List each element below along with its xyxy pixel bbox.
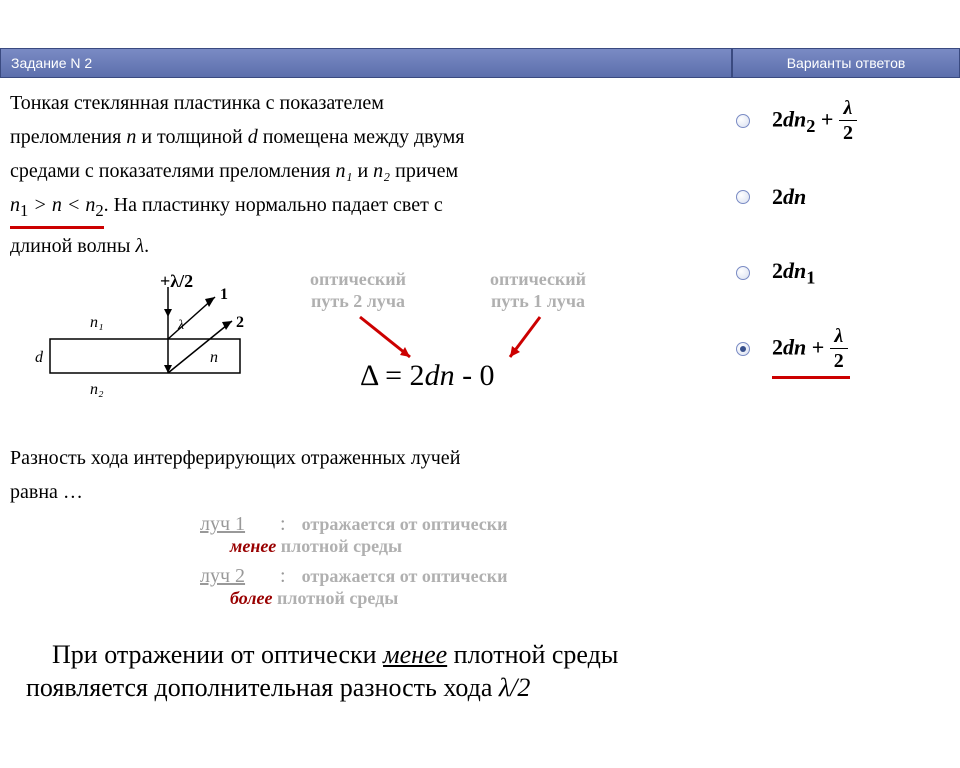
- text: длиной волны: [10, 235, 135, 257]
- text: Разность хода интерферирующих отраженных…: [10, 447, 460, 469]
- num: λ: [844, 97, 853, 119]
- text: +: [815, 106, 839, 131]
- text: +: [806, 334, 830, 359]
- answer-2-formula: 2dn: [772, 186, 806, 208]
- text: отражается от оптически: [302, 566, 508, 586]
- ray-2-row: луч 2: отражается от оптически более пло…: [200, 565, 722, 609]
- ray-2-label: луч 2: [200, 565, 280, 588]
- den: 2: [839, 121, 857, 143]
- delta-symbol: Δ: [360, 359, 378, 392]
- conclusion-text: При отражении от оптически менее плотной…: [0, 621, 960, 704]
- sub: 2: [95, 201, 103, 220]
- answers-title: Варианты ответов: [732, 48, 960, 78]
- problem-statement: Тонкая стеклянная пластинка с показателе…: [10, 86, 722, 263]
- text: плотной среды: [276, 536, 402, 556]
- answer-4-underline: [772, 376, 850, 379]
- answer-option-3[interactable]: 2dn1: [736, 250, 956, 296]
- answer-option-4[interactable]: 2dn + λ2: [736, 326, 956, 372]
- delta-equation: Δ = 2dn - 0: [360, 359, 495, 393]
- text: n: [10, 194, 20, 216]
- svg-text:d: d: [35, 349, 44, 366]
- text: появляется дополнительная разность хода: [26, 673, 499, 702]
- less-word: менее: [383, 640, 447, 669]
- svg-text:n: n: [210, 349, 218, 366]
- text: преломления: [10, 126, 126, 148]
- ray-explanations: луч 1: отражается от оптически менее пло…: [10, 513, 722, 609]
- colon: :: [280, 513, 286, 535]
- radio-icon[interactable]: [736, 266, 750, 280]
- var-d: d: [248, 126, 258, 148]
- text: отражается от оптически: [302, 514, 508, 534]
- text: плотной среды: [447, 640, 618, 669]
- text: - 0: [455, 359, 495, 392]
- text: = 2: [378, 359, 425, 392]
- var-n1: n₁: [336, 160, 353, 182]
- text: . На пластинку нормально падает свет с: [104, 194, 443, 216]
- text: и: [352, 160, 373, 182]
- radio-icon[interactable]: [736, 190, 750, 204]
- text: При отражении от оптически: [52, 640, 383, 669]
- text: оптический: [310, 269, 406, 289]
- plate-diagram: n₁ n₂ n d λ 1 2: [20, 269, 260, 419]
- answer-option-2[interactable]: 2dn: [736, 174, 956, 220]
- more-dense-word: более: [230, 588, 273, 608]
- colon: :: [280, 565, 286, 587]
- answers-panel: 2dn2 + λ2 2dn 2dn1 2dn + λ2: [732, 78, 960, 621]
- svg-text:n₂: n₂: [90, 381, 104, 398]
- text: путь 2 луча: [311, 291, 405, 311]
- ray-1-row: луч 1: отражается от оптически менее пло…: [200, 513, 722, 557]
- text: Тонкая стеклянная пластинка с показателе…: [10, 92, 384, 114]
- task-title: Задание N 2: [0, 48, 732, 78]
- lambda-over-2: λ/2: [499, 673, 530, 702]
- text: причем: [390, 160, 458, 182]
- svg-text:2: 2: [236, 314, 244, 331]
- sub: 1: [806, 267, 815, 287]
- text: 2dn: [772, 106, 806, 131]
- ray-1-label: луч 1: [200, 513, 280, 536]
- var-n: n: [126, 126, 136, 148]
- diagram-area: +λ/2 n₁ n₂ n d λ 1: [10, 269, 722, 439]
- text: плотной среды: [273, 588, 399, 608]
- var-n2: n₂: [373, 160, 390, 182]
- radio-icon[interactable]: [736, 114, 750, 128]
- answer-4-formula: 2dn + λ2: [772, 327, 848, 372]
- answer-3-formula: 2dn1: [772, 260, 815, 287]
- var-lambda: λ: [135, 235, 144, 257]
- den: 2: [830, 349, 848, 371]
- question-end: Разность хода интерферирующих отраженных…: [10, 441, 722, 509]
- text: > n < n: [28, 194, 95, 216]
- text: путь 1 луча: [491, 291, 585, 311]
- num: λ: [834, 325, 843, 347]
- answer-option-1[interactable]: 2dn2 + λ2: [736, 98, 956, 144]
- answer-1-formula: 2dn2 + λ2: [772, 99, 857, 144]
- text: оптический: [490, 269, 586, 289]
- optical-path-2-label: оптический путь 2 луча: [310, 269, 406, 312]
- condition-underlined: n1 > n < n2: [10, 188, 104, 229]
- text: средами с показателями преломления: [10, 160, 336, 182]
- radio-icon-selected[interactable]: [736, 342, 750, 356]
- svg-text:1: 1: [220, 286, 228, 303]
- text: равна …: [10, 481, 83, 503]
- less-dense-word: менее: [230, 536, 276, 556]
- text: и толщиной: [136, 126, 247, 148]
- text: помещена между двумя: [258, 126, 465, 148]
- optical-path-1-label: оптический путь 1 луча: [490, 269, 586, 312]
- text: .: [144, 235, 149, 257]
- svg-text:n₁: n₁: [90, 314, 104, 331]
- text: dn: [425, 359, 455, 392]
